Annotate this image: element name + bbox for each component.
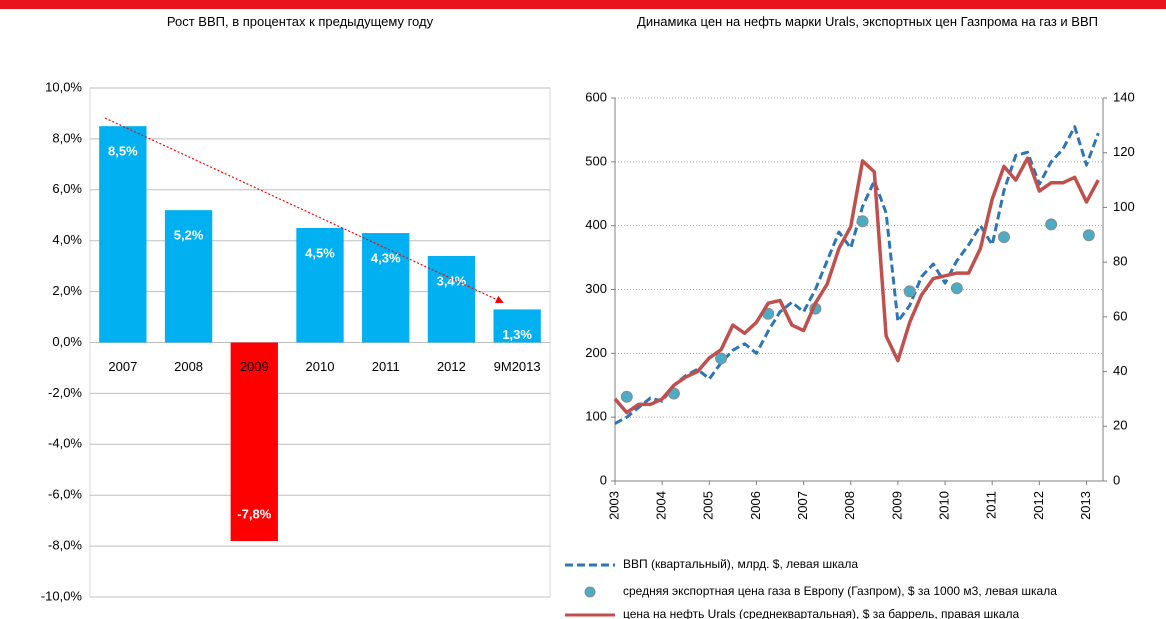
y-tick-label: -2,0%: [48, 385, 82, 400]
y2-tick-label: 40: [1113, 363, 1127, 378]
x-tick-label: 2009: [889, 491, 904, 520]
data-label: 1,3%: [502, 327, 532, 342]
bar: [362, 233, 410, 343]
data-point: [620, 390, 633, 403]
y-tick-label: 8,0%: [52, 130, 82, 145]
data-label: 3,4%: [437, 273, 467, 288]
y2-tick-label: 80: [1113, 254, 1127, 269]
x-tick-label: 2011: [372, 359, 400, 374]
y-tick-label: 4,0%: [52, 232, 82, 247]
bar: [99, 126, 147, 343]
y2-tick-label: 100: [1113, 199, 1135, 214]
y2-tick-label: 140: [1113, 89, 1135, 104]
y2-tick-label: 120: [1113, 144, 1135, 159]
y-tick-label: 300: [585, 281, 607, 296]
x-tick-label: 2007: [795, 491, 810, 520]
y-tick-label: 100: [585, 409, 607, 424]
bar: [164, 210, 213, 343]
x-tick-label: 2003: [606, 491, 621, 520]
y-tick-label: 6,0%: [52, 181, 82, 196]
data-label: 8,5%: [108, 144, 138, 159]
y-tick-label: -4,0%: [48, 436, 82, 451]
y-tick-label: 200: [585, 345, 607, 360]
y-tick-label: 600: [585, 89, 607, 104]
data-point: [856, 215, 869, 228]
data-label: 4,5%: [305, 245, 335, 260]
y2-tick-label: 0: [1113, 472, 1120, 487]
x-tick-label: 2010: [936, 491, 951, 520]
data-label: -7,8%: [237, 506, 271, 521]
data-label: 5,2%: [174, 228, 204, 243]
x-tick-label: 2011: [984, 491, 999, 519]
x-tick-label: 2004: [654, 491, 669, 520]
series-line: [614, 125, 1100, 425]
legend-label: средняя экспортная цена газа в Европу (Г…: [623, 584, 1057, 598]
bar: [296, 227, 344, 343]
x-tick-label: 2008: [174, 359, 203, 374]
line-chart: 0 100 200 300 400 500 600 0 20 40 60 80 100 120 140 200…: [565, 89, 1135, 619]
data-point: [950, 282, 963, 295]
y-tick-label: 400: [585, 217, 607, 232]
chart-title: Динамика цен на нефть марки Urals, экспо…: [637, 14, 1098, 29]
top-bar: [0, 0, 1166, 9]
legend-label: ВВП (квартальный), млрд. $, левая шкала: [623, 557, 858, 571]
y-tick-label: -8,0%: [48, 538, 82, 553]
bar: [493, 309, 541, 343]
data-point: [1082, 229, 1095, 242]
data-point: [997, 231, 1010, 244]
chart-title: Рост ВВП, в процентах к предыдущему году: [166, 14, 434, 29]
y-tick-label: -6,0%: [48, 487, 82, 502]
x-tick-label: 2006: [748, 491, 763, 520]
trend-arrow: [104, 117, 504, 304]
x-tick-label: 2008: [842, 491, 857, 520]
legend-marker: [584, 586, 596, 598]
legend-label: цена на нефть Urals (среднеквартальная),…: [623, 607, 1019, 619]
x-tick-label: 2012: [437, 359, 466, 374]
y-tick-label: 0,0%: [52, 334, 82, 349]
y2-tick-label: 20: [1113, 418, 1127, 433]
bar: [230, 342, 278, 542]
y-tick-label: 10,0%: [45, 79, 82, 94]
x-tick-label: 2007: [108, 359, 137, 374]
y-tick-label: 2,0%: [52, 283, 82, 298]
y-tick-label: 0: [600, 472, 607, 487]
data-label: 4,3%: [371, 251, 401, 266]
x-tick-label: 2005: [701, 491, 716, 520]
data-point: [715, 352, 728, 365]
x-tick-label: 2009: [240, 359, 269, 374]
y-tick-label: -10,0%: [41, 588, 83, 603]
x-tick-label: 2012: [1031, 491, 1046, 520]
bar: [427, 255, 476, 343]
data-point: [903, 285, 916, 298]
x-tick-label: 2010: [306, 359, 335, 374]
y-tick-label: 500: [585, 153, 607, 168]
x-tick-label: 9M2013: [494, 359, 541, 374]
bar-chart: -10,0% -8,0% -6,0% -4,0% -2,0% 0,0% 2,0% 4,0% 6,…: [41, 79, 551, 603]
x-tick-label: 2013: [1078, 491, 1093, 520]
series-line: [613, 156, 1100, 415]
y2-tick-label: 60: [1113, 308, 1127, 323]
data-point: [1045, 218, 1058, 231]
